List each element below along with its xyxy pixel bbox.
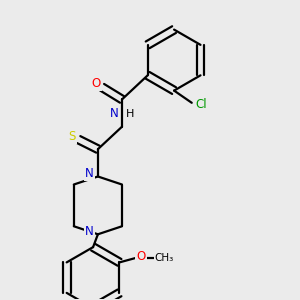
Text: H: H	[126, 109, 134, 119]
Text: N: N	[85, 167, 94, 180]
Text: N: N	[85, 225, 94, 238]
Text: S: S	[68, 130, 76, 143]
Text: CH₃: CH₃	[155, 253, 174, 262]
Text: O: O	[136, 250, 146, 263]
Text: N: N	[110, 106, 118, 120]
Text: O: O	[92, 77, 101, 90]
Text: Cl: Cl	[195, 98, 206, 111]
